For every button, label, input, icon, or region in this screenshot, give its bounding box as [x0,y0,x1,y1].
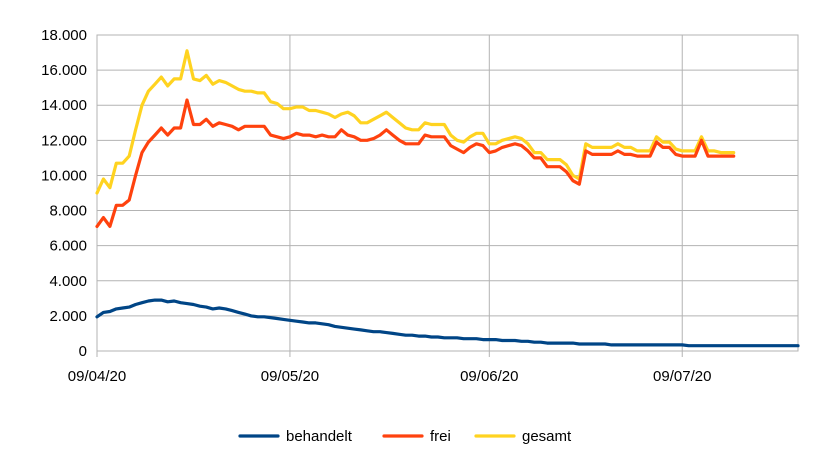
y-tick-label: 18.000 [41,27,87,44]
y-tick-label: 6.000 [49,238,87,255]
x-tick-label: 09/04/20 [68,368,126,385]
legend-label-gesamt: gesamt [522,428,572,445]
x-tick-label: 09/05/20 [261,368,319,385]
y-tick-label: 10.000 [41,167,87,184]
x-axis-tick-labels: 09/04/20 09/05/20 09/06/20 09/07/20 [68,368,712,385]
y-tick-label: 14.000 [41,97,87,114]
series-line-gesamt [95,49,736,195]
y-tick-label: 8.000 [49,203,87,220]
y-axis-tick-labels: 0 2.000 4.000 6.000 8.000 10.000 12.000 14.000 1… [41,27,87,360]
y-tick-label: 16.000 [41,62,87,79]
plot-area-border [96,34,799,352]
grid-lines [96,34,798,351]
y-tick-label: 0 [79,343,87,360]
legend-label-behandelt: behandelt [286,428,353,445]
legend: behandelt frei gesamt [238,428,572,445]
series-lines [95,49,800,348]
y-tick-label: 12.000 [41,132,87,149]
x-tick-label: 09/07/20 [653,368,711,385]
y-tick-label: 4.000 [49,273,87,290]
axes [96,34,799,357]
legend-label-frei: frei [430,428,451,445]
x-tick-label: 09/06/20 [460,368,518,385]
y-tick-label: 2.000 [49,308,87,325]
series-line-frei [95,98,736,228]
series-line-behandelt [95,298,800,348]
